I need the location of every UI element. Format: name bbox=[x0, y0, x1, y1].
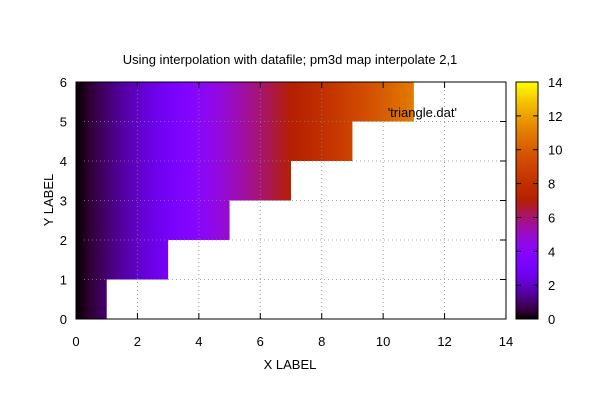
y-tick-label-2: 2 bbox=[60, 233, 67, 248]
legend-label: 'triangle.dat' bbox=[388, 105, 457, 120]
colorbar-tick-label-1: 2 bbox=[548, 278, 555, 293]
x-tick-label-3: 6 bbox=[257, 334, 264, 349]
y-tick-label-0: 0 bbox=[60, 312, 67, 327]
colorbar bbox=[515, 81, 539, 320]
y-tick-label-6: 6 bbox=[60, 75, 67, 90]
x-axis-label: X LABEL bbox=[264, 357, 317, 372]
x-tick-label-6: 12 bbox=[437, 334, 451, 349]
y-tick-label-4: 4 bbox=[60, 154, 67, 169]
heatmap-cell-row-1 bbox=[76, 240, 169, 280]
heatmap-cells bbox=[76, 82, 414, 319]
y-axis-label: Y LABEL bbox=[41, 174, 56, 227]
colorbar-ticks: 0 2 4 6 8 10 12 14 bbox=[516, 75, 562, 327]
y-tick-label-5: 5 bbox=[60, 115, 67, 130]
colorbar-tick-label-3: 6 bbox=[548, 210, 555, 225]
colorbar-tick-label-7: 14 bbox=[548, 75, 562, 90]
x-tick-label-0: 0 bbox=[72, 334, 79, 349]
x-axis-ticks: 0 2 4 6 8 10 12 14 bbox=[72, 82, 513, 349]
colorbar-tick-label-6: 12 bbox=[548, 109, 562, 124]
colorbar-tick-label-0: 0 bbox=[548, 312, 555, 327]
heatmap-cell-row-0 bbox=[76, 279, 107, 319]
x-tick-label-2: 4 bbox=[195, 334, 202, 349]
colorbar-tick-label-2: 4 bbox=[548, 244, 555, 259]
x-tick-label-5: 10 bbox=[376, 334, 390, 349]
heatmap-cell-row-5 bbox=[76, 82, 414, 122]
chart-title: Using interpolation with datafile; pm3d … bbox=[123, 52, 458, 67]
x-tick-label-1: 2 bbox=[134, 334, 141, 349]
x-tick-label-7: 14 bbox=[499, 334, 513, 349]
heatmap-cell-row-4 bbox=[76, 121, 353, 161]
y-tick-label-1: 1 bbox=[60, 273, 67, 288]
colorbar-tick-label-5: 10 bbox=[548, 143, 562, 158]
colorbar-tick-label-4: 8 bbox=[548, 177, 555, 192]
y-tick-label-3: 3 bbox=[60, 194, 67, 209]
heatmap-cell-row-3 bbox=[76, 161, 291, 201]
x-tick-label-4: 8 bbox=[318, 334, 325, 349]
y-axis-ticks: 0 1 2 3 4 5 6 bbox=[60, 75, 506, 327]
heatmap-cell-row-2 bbox=[76, 200, 230, 240]
